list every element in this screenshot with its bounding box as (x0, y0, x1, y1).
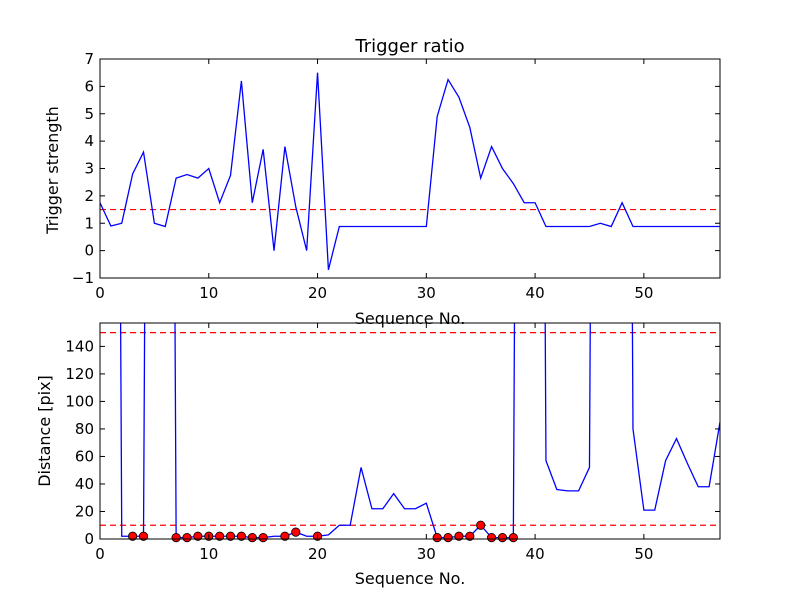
top-x-tick-label: 30 (417, 284, 436, 302)
bottom-marker-point (465, 531, 475, 541)
bottom-marker-point (128, 531, 138, 541)
bottom-marker-point (291, 527, 301, 537)
bottom-marker-point (258, 533, 268, 543)
top-y-tick-label: 2 (84, 187, 94, 205)
bottom-x-tick-label: 30 (417, 545, 436, 563)
top-y-tick-label: 6 (84, 77, 94, 95)
chart-title: Trigger ratio (354, 36, 464, 57)
bottom-x-tick-label: 20 (308, 545, 327, 563)
bottom-x-axis-label: Sequence No. (355, 569, 466, 588)
bottom-x-tick-label: 40 (526, 545, 545, 563)
top-y-tick-label: 1 (84, 214, 94, 232)
bottom-marker-point (443, 533, 453, 543)
bottom-marker-point (182, 533, 192, 543)
top-x-axis-label: Sequence No. (355, 309, 466, 328)
bottom-y-tick-label: 20 (75, 502, 94, 520)
bottom-y-tick-label: 140 (65, 337, 94, 355)
top-y-tick-label: 7 (84, 50, 94, 68)
bottom-marker-point (215, 531, 225, 541)
bottom-marker-point (432, 533, 442, 543)
top-x-tick-label: 20 (308, 284, 327, 302)
bottom-y-tick-label: 40 (75, 475, 94, 493)
top-x-tick-label: 50 (634, 284, 653, 302)
bottom-marker-point (280, 531, 290, 541)
bottom-marker-point (193, 531, 203, 541)
top-y-tick-label: 4 (84, 132, 94, 150)
bottom-marker-point (486, 533, 497, 543)
top-y-tick-label: −1 (72, 269, 94, 287)
bottom-marker-point (236, 531, 247, 541)
top-series-line (100, 72, 720, 270)
bottom-y-tick-label: 120 (65, 365, 94, 383)
bottom-marker-point (171, 533, 181, 543)
top-x-tick-label: 40 (526, 284, 545, 302)
bottom-marker-point (508, 533, 518, 543)
bottom-marker-point (247, 533, 257, 543)
bottom-y-tick-label: 100 (65, 392, 94, 410)
bottom-x-tick-label: 0 (95, 545, 105, 563)
top-x-tick-label: 0 (95, 284, 105, 302)
bottom-y-tick-label: 60 (75, 447, 94, 465)
bottom-marker-point (497, 533, 508, 543)
bottom-x-tick-label: 50 (634, 545, 653, 563)
bottom-y-axis-label: Distance [pix] (35, 375, 54, 487)
top-y-tick-label: 3 (84, 160, 94, 178)
bottom-x-tick-label: 10 (199, 545, 218, 563)
bottom-marker-point (225, 531, 236, 541)
top-x-tick-label: 10 (199, 284, 218, 302)
top-y-axis-label: Trigger strength (43, 106, 62, 235)
top-y-tick-label: 5 (84, 105, 94, 123)
bottom-axes-frame (99, 322, 721, 540)
top-y-tick-label: 0 (84, 242, 94, 260)
bottom-y-tick-label: 0 (84, 530, 94, 548)
bottom-plot-area: 0 10 20 30 40 50 0 20 40 60 80 100 120 140 (65, 322, 721, 563)
bottom-marker-point (476, 520, 486, 530)
bottom-marker-point (138, 531, 149, 541)
bottom-series-line (119, 323, 720, 539)
bottom-marker-point (454, 531, 464, 541)
bottom-y-tick-label: 80 (75, 420, 94, 438)
